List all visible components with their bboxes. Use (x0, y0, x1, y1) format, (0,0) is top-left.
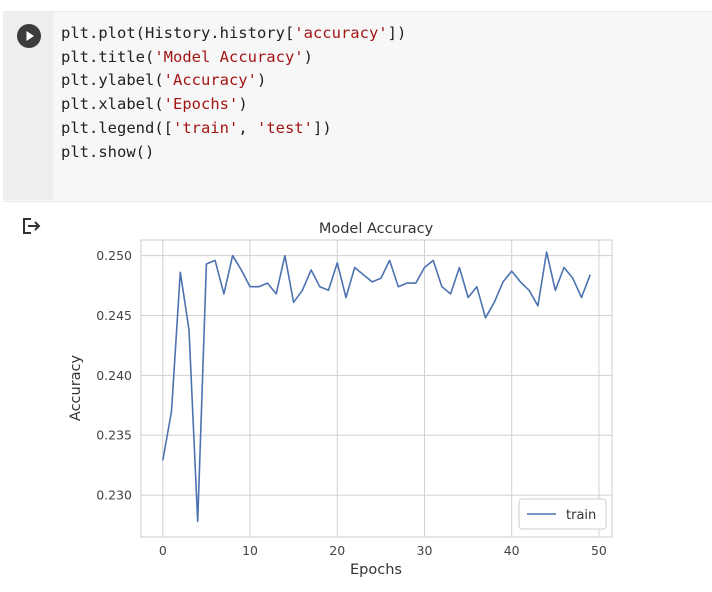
code-token: , (238, 118, 257, 137)
x-tick-label: 0 (159, 543, 167, 558)
plot-area (140, 239, 613, 538)
x-tick-label: 30 (417, 543, 433, 558)
code-token: plt.plot(History.history[ (61, 24, 295, 42)
y-axis-label: Accuracy (68, 354, 84, 421)
code-token: ]) (312, 118, 332, 137)
play-icon (26, 31, 34, 41)
code-string: 'train' (172, 118, 239, 137)
gridlines (141, 240, 612, 537)
code-string: 'accuracy' (294, 24, 388, 42)
code-string: 'Epochs' (163, 95, 239, 114)
code-token: plt.ylabel( (61, 71, 164, 90)
code-token: plt.show() (61, 142, 155, 161)
code-string: 'Model Accuracy' (154, 47, 304, 66)
code-token: ) (238, 95, 248, 114)
y-tick-label: 0.240 (96, 368, 132, 383)
code-text[interactable]: plt.plot(History.history['accuracy']) pl… (61, 22, 406, 164)
legend: train (518, 498, 607, 530)
series-line-train (162, 251, 591, 523)
code-string: 'test' (256, 118, 313, 137)
y-tick-label: 0.235 (96, 428, 132, 443)
x-tick-label: 10 (242, 543, 258, 558)
code-token: ) (256, 71, 267, 90)
code-token: plt.xlabel( (61, 95, 164, 114)
code-token: plt.legend([ (61, 118, 173, 137)
code-token: ]) (387, 24, 407, 42)
code-editor[interactable] (3, 11, 712, 202)
run-cell-button[interactable] (17, 24, 41, 48)
tick-labels: 0.230 0.235 0.240 0.245 0.250 0 10 20 30 40 50 (96, 248, 607, 558)
code-token: ) (303, 47, 313, 66)
y-tick-label: 0.230 (96, 488, 132, 503)
legend-box (518, 498, 607, 530)
legend-label-train: train (566, 508, 596, 523)
y-tick-label: 0.250 (96, 248, 132, 263)
code-token: plt.title( (61, 47, 155, 66)
x-tick-label: 20 (329, 543, 345, 558)
chart-title: Model Accuracy (319, 221, 434, 237)
output-arrow-icon[interactable] (21, 216, 43, 236)
x-tick-label: 40 (504, 543, 520, 558)
code-string: 'Accuracy' (163, 71, 257, 90)
y-tick-label: 0.245 (96, 308, 132, 323)
x-axis-label: Epochs (350, 562, 402, 578)
accuracy-line-chart: 0.230 0.235 0.240 0.245 0.250 0 10 20 30 40 50 Mod… (68, 221, 613, 578)
x-tick-label: 50 (591, 543, 607, 558)
